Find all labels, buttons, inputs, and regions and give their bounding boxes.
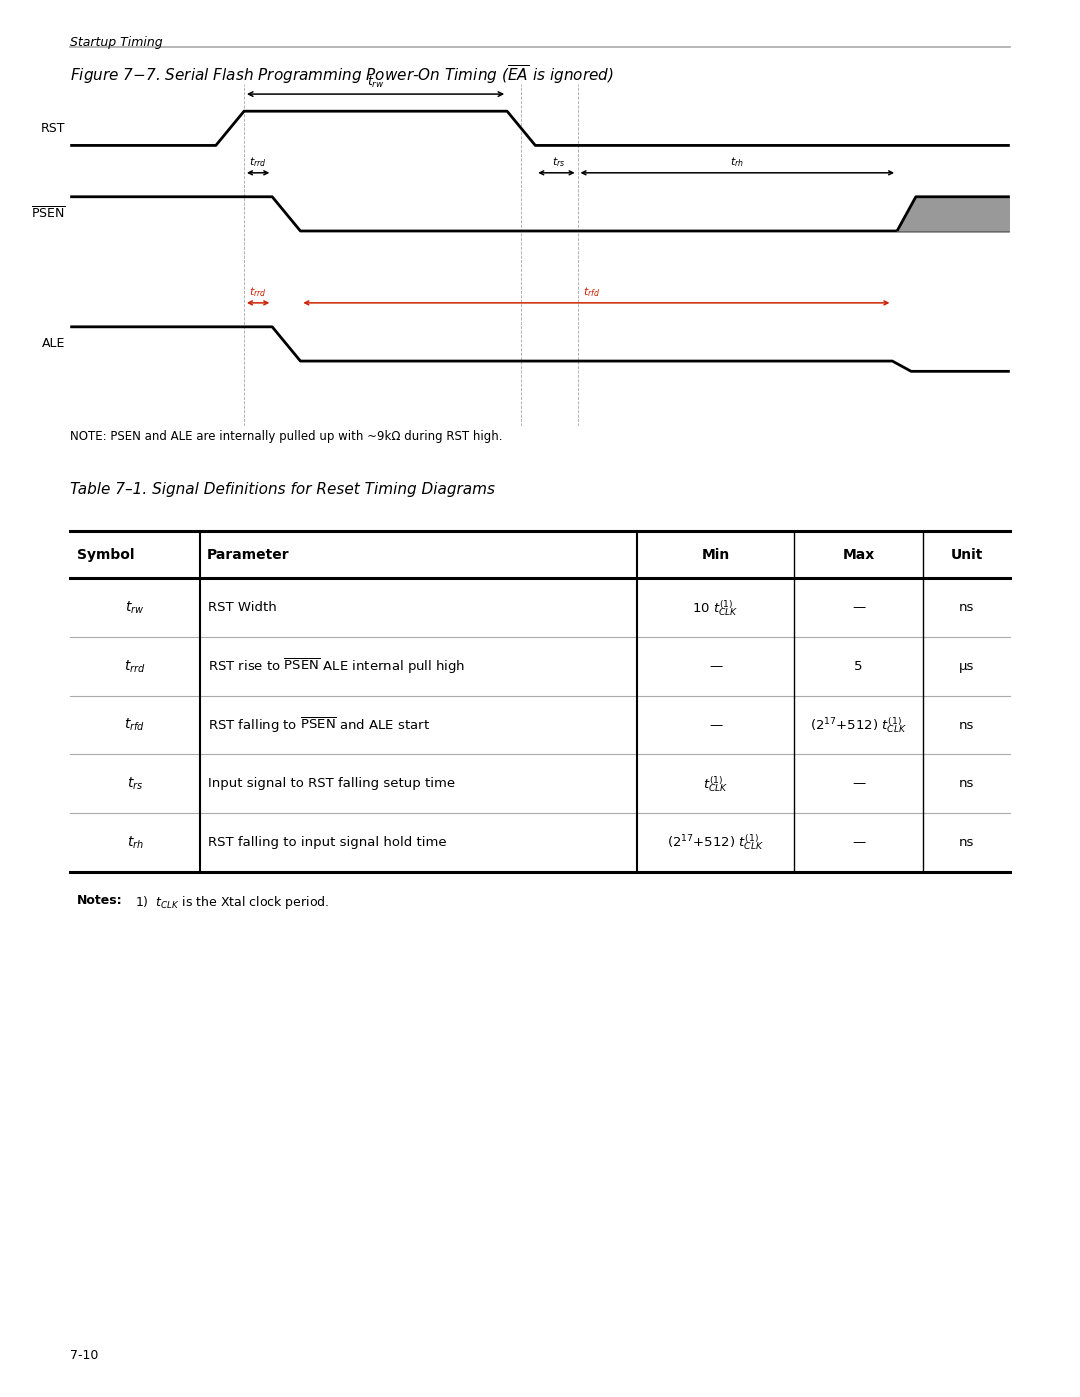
Text: —: — xyxy=(852,601,865,615)
Text: $t_{rs}$: $t_{rs}$ xyxy=(126,775,144,792)
Text: —: — xyxy=(708,718,723,732)
Polygon shape xyxy=(897,197,1010,231)
Text: Parameter: Parameter xyxy=(206,548,289,562)
Text: ns: ns xyxy=(959,835,974,849)
Text: RST falling to input signal hold time: RST falling to input signal hold time xyxy=(208,835,447,849)
Text: RST falling to $\overline{\mathrm{PSEN}}$ and ALE start: RST falling to $\overline{\mathrm{PSEN}}… xyxy=(208,715,431,735)
Text: Figure 7$-$7. Serial Flash Programming Power-On Timing ($\overline{EA}$ is ignor: Figure 7$-$7. Serial Flash Programming P… xyxy=(70,63,615,85)
Text: $(2^{17}$+512) $t_{CLK}^{(1)}$: $(2^{17}$+512) $t_{CLK}^{(1)}$ xyxy=(810,715,907,735)
Text: ns: ns xyxy=(959,601,974,615)
Text: $t_{rrd}$: $t_{rrd}$ xyxy=(249,285,267,299)
Text: $t_{rrd}$: $t_{rrd}$ xyxy=(124,658,146,675)
Text: NOTE: PSEN and ALE are internally pulled up with ~9kΩ during RST high.: NOTE: PSEN and ALE are internally pulled… xyxy=(70,430,502,443)
Text: RST Width: RST Width xyxy=(208,601,278,615)
Text: μs: μs xyxy=(959,659,974,673)
Text: 5: 5 xyxy=(854,659,863,673)
Text: Input signal to RST falling setup time: Input signal to RST falling setup time xyxy=(208,777,456,791)
Text: $t_{rs}$: $t_{rs}$ xyxy=(552,155,566,169)
Text: $t_{rw}$: $t_{rw}$ xyxy=(125,599,145,616)
Text: ALE: ALE xyxy=(42,338,66,351)
Text: —: — xyxy=(852,835,865,849)
Text: $t_{CLK}^{(1)}$: $t_{CLK}^{(1)}$ xyxy=(703,774,728,793)
Text: ns: ns xyxy=(959,777,974,791)
Text: $t_{rh}$: $t_{rh}$ xyxy=(730,155,744,169)
Text: $t_{rfd}$: $t_{rfd}$ xyxy=(583,285,600,299)
Text: Notes:: Notes: xyxy=(77,894,122,907)
Text: Startup Timing: Startup Timing xyxy=(70,35,163,49)
Text: Max: Max xyxy=(842,548,875,562)
Text: $t_{rfd}$: $t_{rfd}$ xyxy=(124,717,146,733)
Text: RST: RST xyxy=(41,122,66,136)
Text: —: — xyxy=(852,777,865,791)
Text: Unit: Unit xyxy=(950,548,983,562)
Text: Symbol: Symbol xyxy=(77,548,134,562)
Text: —: — xyxy=(708,659,723,673)
Text: RST rise to $\overline{\mathrm{PSEN}}$ ALE internal pull high: RST rise to $\overline{\mathrm{PSEN}}$ A… xyxy=(208,657,465,676)
Text: $(2^{17}$+512) $t_{CLK}^{(1)}$: $(2^{17}$+512) $t_{CLK}^{(1)}$ xyxy=(667,833,764,852)
Text: $\overline{\mathrm{PSEN}}$: $\overline{\mathrm{PSEN}}$ xyxy=(31,207,66,222)
Text: Min: Min xyxy=(701,548,730,562)
Text: 7-10: 7-10 xyxy=(70,1350,98,1362)
Text: Table 7–1. Signal Definitions for Reset Timing Diagrams: Table 7–1. Signal Definitions for Reset … xyxy=(70,482,496,497)
Text: $t_{rrd}$: $t_{rrd}$ xyxy=(249,155,267,169)
Text: 10 $t_{CLK}^{(1)}$: 10 $t_{CLK}^{(1)}$ xyxy=(692,598,739,617)
Text: $t_{rh}$: $t_{rh}$ xyxy=(126,834,144,851)
Text: $t_{rw}$: $t_{rw}$ xyxy=(367,75,384,89)
Text: ns: ns xyxy=(959,718,974,732)
Text: 1)  $t_{CLK}$ is the Xtal clock period.: 1) $t_{CLK}$ is the Xtal clock period. xyxy=(135,894,329,911)
